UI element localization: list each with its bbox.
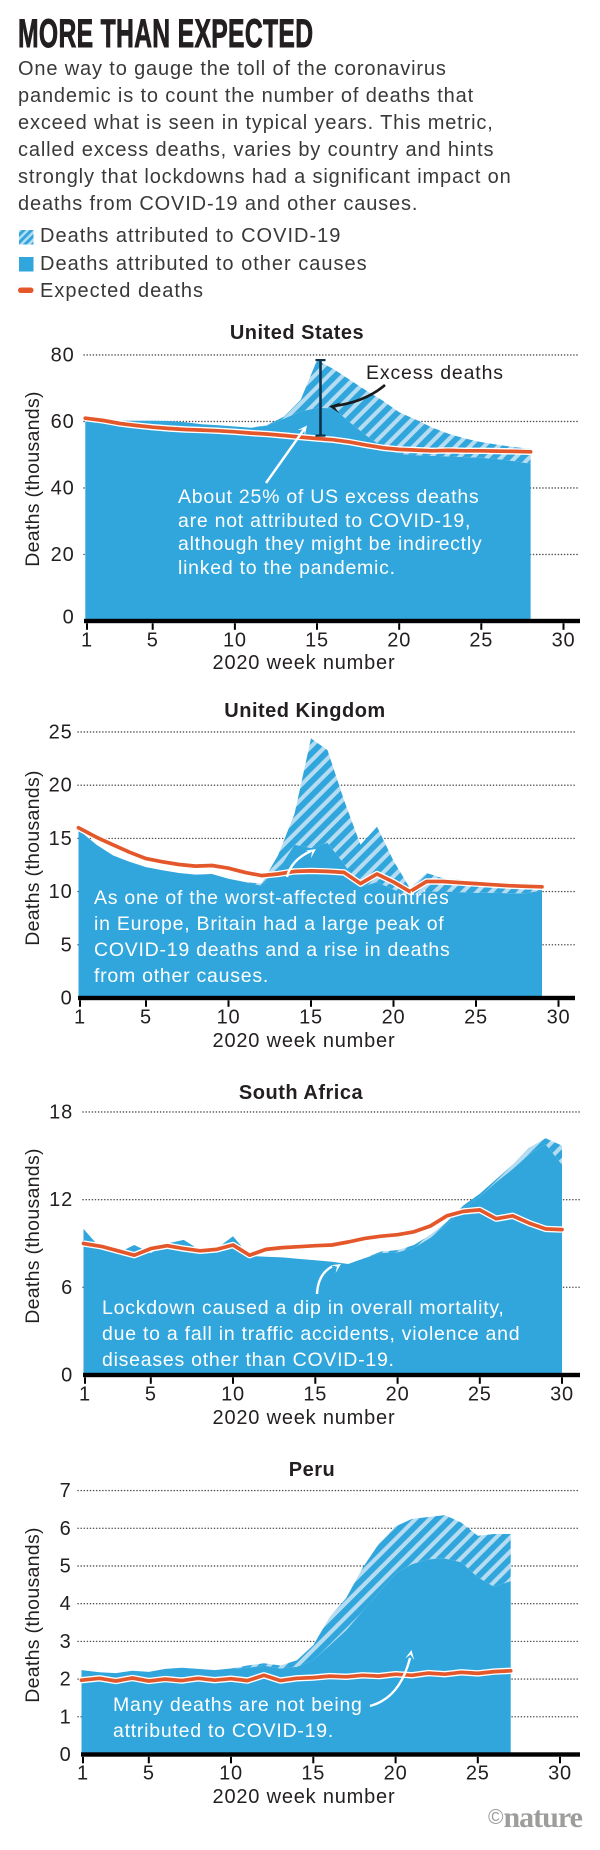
svg-text:5: 5 [60, 1556, 72, 1578]
svg-text:30: 30 [547, 1007, 571, 1029]
svg-text:0: 0 [61, 1365, 73, 1387]
svg-text:15: 15 [305, 630, 329, 652]
svg-text:6: 6 [60, 1518, 72, 1540]
svg-text:2020 week number: 2020 week number [213, 1786, 396, 1808]
svg-text:1: 1 [77, 1763, 89, 1785]
svg-text:15: 15 [49, 828, 73, 850]
svg-text:20: 20 [51, 544, 75, 566]
svg-text:2020 week number: 2020 week number [213, 1407, 396, 1429]
svg-text:3: 3 [60, 1631, 72, 1653]
svg-text:5: 5 [143, 1763, 155, 1785]
svg-text:5: 5 [61, 934, 73, 956]
svg-text:10: 10 [49, 881, 73, 903]
svg-text:1: 1 [79, 1384, 91, 1406]
svg-text:25: 25 [49, 722, 73, 744]
svg-text:United Kingdom: United Kingdom [224, 700, 385, 722]
svg-text:15: 15 [299, 1007, 323, 1029]
svg-text:5: 5 [147, 630, 159, 652]
svg-text:12: 12 [49, 1189, 73, 1211]
svg-text:40: 40 [51, 478, 75, 500]
svg-text:30: 30 [550, 1384, 574, 1406]
svg-text:25: 25 [468, 1384, 492, 1406]
svg-text:Deaths (thousands): Deaths (thousands) [22, 770, 44, 946]
svg-text:7: 7 [60, 1480, 72, 1502]
svg-text:20: 20 [384, 1763, 408, 1785]
svg-text:1: 1 [60, 1706, 72, 1728]
svg-text:20: 20 [382, 1007, 406, 1029]
svg-text:1: 1 [81, 630, 93, 652]
svg-text:0: 0 [61, 988, 73, 1010]
svg-text:2: 2 [60, 1669, 72, 1691]
svg-text:15: 15 [303, 1384, 327, 1406]
svg-text:25: 25 [469, 630, 493, 652]
svg-text:10: 10 [223, 630, 247, 652]
svg-text:25: 25 [466, 1763, 490, 1785]
svg-text:60: 60 [51, 411, 75, 433]
svg-text:South Africa: South Africa [239, 1082, 364, 1104]
svg-text:25: 25 [464, 1007, 488, 1029]
svg-text:80: 80 [51, 345, 75, 367]
svg-text:1: 1 [74, 1007, 86, 1029]
svg-text:10: 10 [219, 1763, 243, 1785]
svg-text:Deaths (thousands): Deaths (thousands) [22, 1148, 44, 1324]
svg-text:United States: United States [230, 322, 364, 344]
svg-text:Deaths (thousands): Deaths (thousands) [22, 1527, 44, 1703]
svg-text:10: 10 [217, 1007, 241, 1029]
svg-text:4: 4 [60, 1593, 72, 1615]
svg-text:5: 5 [140, 1007, 152, 1029]
svg-text:30: 30 [548, 1763, 572, 1785]
svg-text:10: 10 [221, 1384, 245, 1406]
svg-text:18: 18 [49, 1102, 73, 1124]
svg-text:20: 20 [386, 1384, 410, 1406]
svg-text:5: 5 [145, 1384, 157, 1406]
svg-text:0: 0 [60, 1744, 72, 1766]
svg-text:Peru: Peru [289, 1459, 335, 1481]
svg-text:20: 20 [49, 775, 73, 797]
svg-text:2020 week number: 2020 week number [213, 652, 396, 674]
svg-text:20: 20 [387, 630, 411, 652]
svg-text:6: 6 [61, 1277, 73, 1299]
svg-text:Deaths (thousands): Deaths (thousands) [22, 391, 44, 567]
svg-text:2020 week number: 2020 week number [213, 1030, 396, 1052]
svg-text:0: 0 [63, 607, 75, 629]
svg-text:15: 15 [301, 1763, 325, 1785]
svg-text:30: 30 [552, 630, 576, 652]
